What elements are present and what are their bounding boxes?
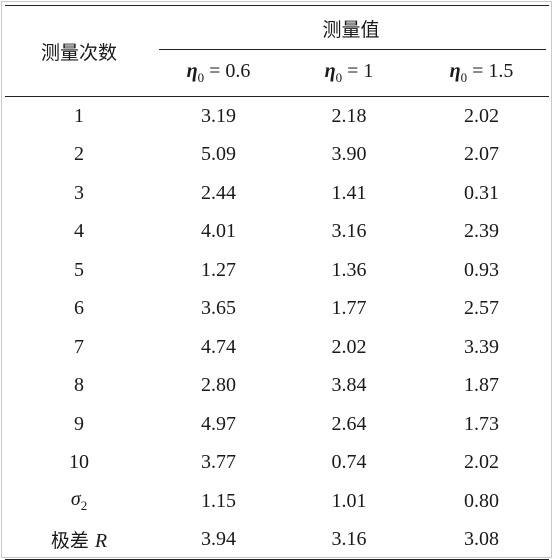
row-label: 8 bbox=[74, 374, 84, 397]
cell-value-1: 4.01 bbox=[201, 220, 236, 243]
column-header-3: η0 = 1.5 bbox=[414, 50, 550, 97]
cell-value-1: 2.80 bbox=[201, 374, 236, 397]
group-header: 测量值 bbox=[153, 5, 550, 50]
cell-value-1: 3.65 bbox=[201, 297, 236, 320]
group-header-label: 测量值 bbox=[322, 18, 380, 41]
cell-value-2: 3.90 bbox=[331, 143, 367, 166]
cell-value-2: 2.18 bbox=[331, 104, 367, 127]
cell-value-2: 1.41 bbox=[331, 181, 367, 204]
table-row: 4 4.01 3.16 2.39 bbox=[5, 213, 549, 252]
table-header: 测量次数 测量值 η0 = 0.6 η0 = 1 η0 = 1.5 bbox=[5, 5, 550, 97]
range-label-variable: R bbox=[94, 530, 108, 553]
cell-value-3: 3.39 bbox=[464, 335, 499, 358]
eta-subscript: 0 bbox=[197, 70, 205, 85]
cell-value-3: 2.02 bbox=[464, 104, 499, 127]
cell-value-3: 0.31 bbox=[464, 181, 499, 204]
table-row: 3 2.44 1.41 0.31 bbox=[5, 174, 549, 213]
cell-value-3: 2.02 bbox=[464, 451, 499, 474]
range-value-1: 3.94 bbox=[153, 520, 284, 560]
cell-value-3: 1.73 bbox=[464, 412, 499, 435]
sigma-subscript: 2 bbox=[80, 498, 88, 514]
table-row: 10 3.77 0.74 2.02 bbox=[5, 444, 549, 483]
table-row: 6 3.65 1.77 2.57 bbox=[5, 290, 549, 329]
group-header-rule bbox=[159, 49, 547, 50]
range-value-2: 3.16 bbox=[284, 520, 414, 560]
cell-value-1: 1.27 bbox=[201, 258, 236, 281]
row-label: 2 bbox=[74, 143, 84, 166]
cell-value-3: 0.93 bbox=[464, 258, 499, 281]
row-label: 6 bbox=[74, 297, 84, 320]
row-label: 4 bbox=[74, 220, 84, 243]
cell-value-2: 1.36 bbox=[331, 258, 367, 281]
eta-symbol: η bbox=[324, 60, 336, 82]
row-label: 3 bbox=[74, 181, 84, 204]
eta-symbol: η bbox=[449, 60, 461, 82]
column-header-relation: = bbox=[204, 60, 226, 82]
cell-value-1: 4.97 bbox=[201, 412, 236, 435]
row-label: 7 bbox=[74, 335, 84, 358]
row-label: 1 bbox=[74, 104, 84, 127]
column-header-value: 1 bbox=[363, 60, 374, 82]
column-header-1: η0 = 0.6 bbox=[153, 50, 284, 97]
cell-value-3: 2.39 bbox=[464, 220, 499, 243]
table-body: 1 3.19 2.18 2.02 2 5.09 3.90 2.07 3 2.44 1.41 0.31 4… bbox=[5, 97, 550, 560]
sigma-row: σ2 1.15 1.01 0.80 bbox=[5, 482, 549, 521]
measurement-table: 测量次数 测量值 η0 = 0.6 η0 = 1 η0 = 1.5 1 3.19 2.1… bbox=[5, 5, 550, 560]
sigma-value-1: 1.15 bbox=[201, 489, 236, 512]
range-row: 极差 R 3.94 3.16 3.08 bbox=[5, 520, 550, 560]
cell-value-3: 1.87 bbox=[464, 374, 499, 397]
column-header-value: 1.5 bbox=[488, 60, 514, 82]
cell-value-2: 3.84 bbox=[331, 374, 367, 397]
table-row: 2 5.09 3.90 2.07 bbox=[5, 136, 549, 175]
sigma-value-3: 0.80 bbox=[464, 489, 499, 512]
row-label: 9 bbox=[74, 412, 84, 435]
cell-value-2: 2.64 bbox=[331, 412, 367, 435]
sigma-symbol: σ bbox=[70, 488, 81, 511]
table-row: 8 2.80 3.84 1.87 bbox=[5, 367, 549, 406]
table-row: 1 3.19 2.18 2.02 bbox=[5, 97, 549, 136]
cell-value-2: 2.02 bbox=[331, 335, 367, 358]
column-headers: η0 = 0.6 η0 = 1 η0 = 1.5 bbox=[5, 50, 550, 97]
row-label: 5 bbox=[74, 258, 84, 281]
cell-value-1: 2.44 bbox=[201, 181, 236, 204]
row-label: 10 bbox=[69, 451, 89, 474]
cell-value-1: 3.77 bbox=[201, 451, 236, 474]
eta-subscript: 0 bbox=[460, 70, 468, 85]
cell-value-1: 4.74 bbox=[201, 335, 236, 358]
range-label: 极差 R bbox=[5, 520, 153, 560]
table-row: 9 4.97 2.64 1.73 bbox=[5, 405, 549, 444]
table-row: 5 1.27 1.36 0.93 bbox=[5, 251, 549, 290]
eta-symbol: η bbox=[186, 60, 198, 82]
cell-value-1: 5.09 bbox=[201, 143, 236, 166]
sigma-value-2: 1.01 bbox=[331, 489, 367, 512]
range-label-text: 极差 bbox=[50, 530, 89, 553]
cell-value-2: 3.16 bbox=[331, 220, 367, 243]
eta-subscript: 0 bbox=[335, 70, 343, 85]
row-header: 测量次数 bbox=[5, 5, 153, 97]
cell-value-3: 2.57 bbox=[464, 297, 499, 320]
cell-value-1: 3.19 bbox=[201, 104, 236, 127]
column-header-value: 0.6 bbox=[225, 60, 251, 82]
table-row: 7 4.74 2.02 3.39 bbox=[5, 328, 549, 367]
column-header-relation: = bbox=[467, 60, 489, 82]
range-value-3: 3.08 bbox=[414, 520, 550, 560]
cell-value-2: 1.77 bbox=[331, 297, 367, 320]
column-header-relation: = bbox=[342, 60, 364, 82]
cell-value-2: 0.74 bbox=[331, 451, 367, 474]
column-header-2: η0 = 1 bbox=[284, 50, 414, 97]
sigma-label: σ2 bbox=[5, 482, 153, 521]
cell-value-3: 2.07 bbox=[464, 143, 499, 166]
